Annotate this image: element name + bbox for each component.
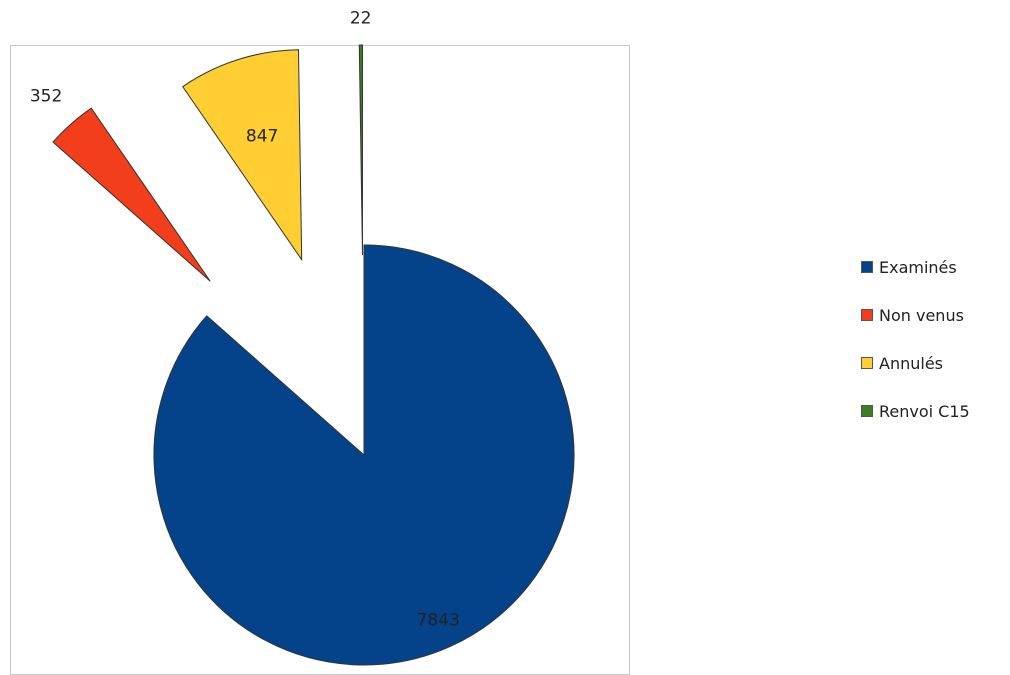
legend-item-examines: Examinés: [861, 255, 970, 279]
legend-swatch-annules: [861, 357, 873, 369]
legend-swatch-renvoi-c15: [861, 405, 873, 417]
data-label-4: 22: [350, 9, 372, 29]
pie-data-labels: 7843 352 847 22: [30, 9, 460, 631]
data-label-1: 7843: [417, 611, 460, 631]
pie-slice-2: [52, 107, 211, 282]
legend-swatch-examines: [861, 261, 873, 273]
legend-item-non-venus: Non venus: [861, 303, 970, 327]
pie-slices: [52, 44, 575, 666]
data-label-3: 847: [246, 127, 278, 147]
legend-label-renvoi-c15: Renvoi C15: [879, 401, 970, 421]
pie-slice-3: [182, 49, 303, 262]
pie-slice-4: [358, 44, 363, 256]
chart-legend: Examinés Non venus Annulés Renvoi C15: [861, 255, 970, 447]
data-label-2: 352: [30, 87, 62, 107]
legend-swatch-non-venus: [861, 309, 873, 321]
legend-label-non-venus: Non venus: [879, 305, 964, 325]
legend-item-renvoi-c15: Renvoi C15: [861, 399, 970, 423]
legend-label-examines: Examinés: [879, 257, 957, 277]
legend-item-annules: Annulés: [861, 351, 970, 375]
legend-label-annules: Annulés: [879, 353, 943, 373]
pie-slice-1: [153, 244, 575, 666]
